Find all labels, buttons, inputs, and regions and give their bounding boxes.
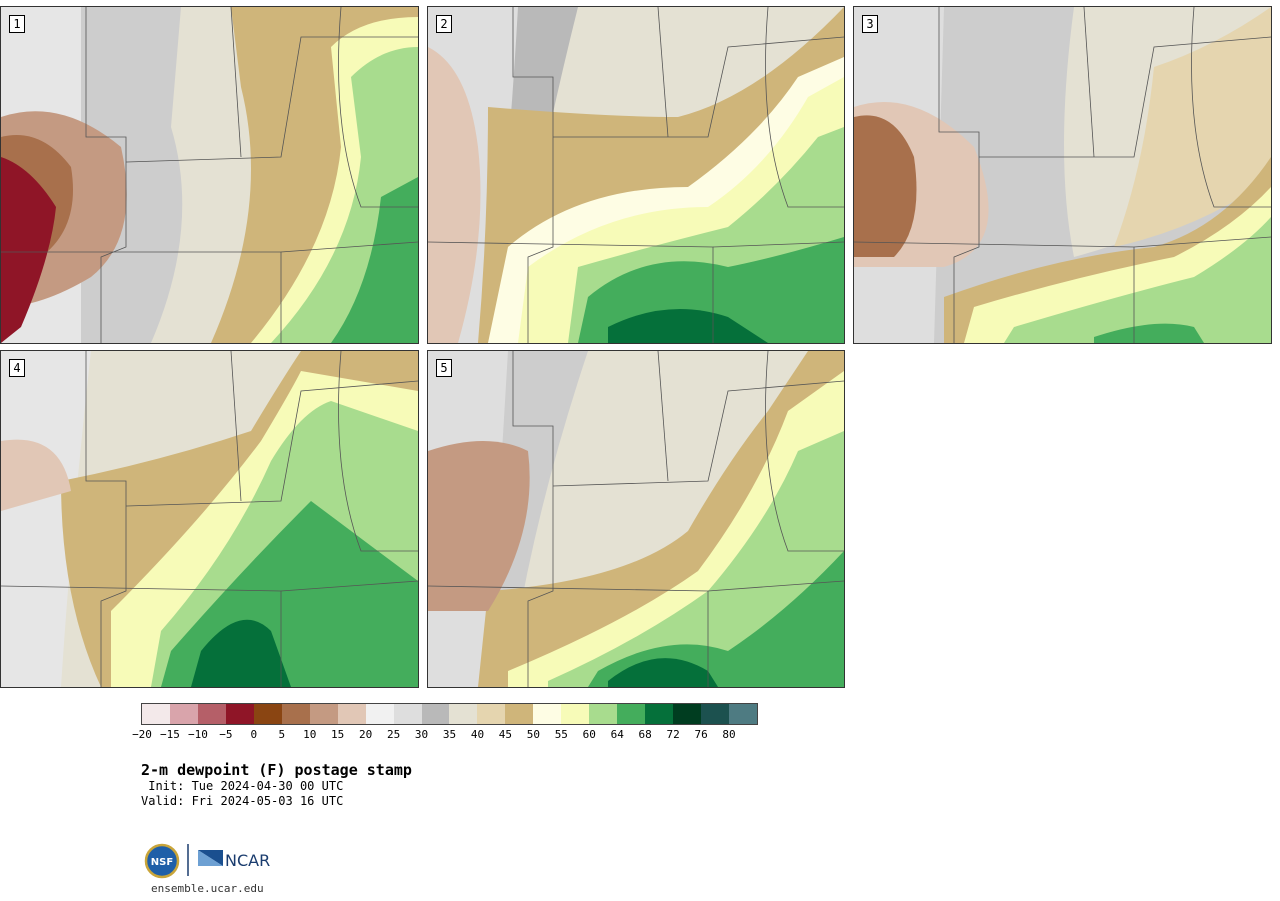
colorbar-tick-label: 76 [694,728,708,741]
dewpoint-colorbar [141,703,758,725]
colorbar-swatch-17 [617,704,646,724]
dewpoint-map-1 [1,7,418,343]
dewpoint-map-3 [854,7,1271,343]
colorbar-tick-label: 50 [526,728,540,741]
colorbar-swatch-9 [393,704,422,724]
nsf-ncar-logo: NSF NCAR [143,842,278,882]
panel-label-3: 3 [862,15,878,33]
colorbar-swatch-21 [729,704,757,724]
colorbar-tick-label: 68 [638,728,652,741]
colorbar-tick-label: −5 [219,728,233,741]
colorbar-tick-label: 35 [442,728,457,741]
member-panel-2[interactable]: 2 [427,6,845,344]
colorbar-tick-label: 45 [498,728,513,741]
colorbar-tick-label: 60 [582,728,596,741]
valid-time: Valid: Fri 2024-05-03 16 UTC [141,794,344,808]
colorbar-tick-label: 64 [610,728,624,741]
panel-label-1: 1 [9,15,25,33]
colorbar-swatch-8 [365,704,394,724]
colorbar-tick-label: −10 [187,728,208,741]
colorbar-tick-label: 5 [278,728,286,741]
colorbar-tick-label: 80 [722,728,736,741]
nsf-seal-text: NSF [151,857,173,868]
colorbar-ticks: −20 −15 −10 −5 0 5 10 15 20 25 30 35 40 45 50 55 60 64 68 7… [0,728,900,742]
colorbar-tick-label: 25 [386,728,401,741]
colorbar-tick-label: 20 [359,728,373,741]
dewpoint-map-5 [428,351,844,687]
colorbar-swatch-16 [589,704,618,724]
colorbar-swatch-3 [225,704,254,724]
colorbar-tick-label: 40 [470,728,485,741]
panel-label-2: 2 [436,15,452,33]
member-panel-1[interactable]: 1 [0,6,419,344]
member-panel-3[interactable]: 3 [853,6,1272,344]
colorbar-swatch-2 [197,704,226,724]
colorbar-swatch-1 [169,704,198,724]
colorbar-swatch-19 [673,704,702,724]
colorbar-tick-label: 10 [303,728,317,741]
colorbar-swatch-18 [645,704,674,724]
colorbar-tick-label: −20 [132,728,152,741]
colorbar-tick-label: 30 [414,728,429,741]
colorbar-tick-label: 0 [250,728,258,741]
dewpoint-map-4 [1,351,418,687]
colorbar-swatch-12 [477,704,506,724]
logo-graphic: NSF NCAR [144,843,270,879]
colorbar-tick-label: 15 [331,728,345,741]
colorbar-swatch-14 [533,704,562,724]
member-panel-4[interactable]: 4 [0,350,419,688]
colorbar-swatch-4 [253,704,282,724]
colorbar-swatch-6 [309,704,338,724]
colorbar-tick-label: 55 [554,728,568,741]
panel-label-4: 4 [9,359,25,377]
colorbar-swatch-13 [505,704,534,724]
colorbar-swatch-0 [142,704,170,724]
colorbar-swatch-15 [561,704,590,724]
figure-title: 2-m dewpoint (F) postage stamp [141,761,412,779]
panel-label-5: 5 [436,359,452,377]
colorbar-swatch-5 [281,704,310,724]
colorbar-swatch-10 [421,704,450,724]
colorbar-tick-label: 72 [666,728,680,741]
colorbar-swatch-7 [337,704,366,724]
dewpoint-map-2 [428,7,844,343]
colorbar-swatch-11 [449,704,478,724]
init-time: Init: Tue 2024-04-30 00 UTC [141,779,344,793]
colorbar-swatch-20 [701,704,730,724]
ncar-wordmark: NCAR [225,851,270,870]
member-panel-5[interactable]: 5 [427,350,845,688]
colorbar-tick-label: −15 [160,728,180,741]
site-url: ensemble.ucar.edu [151,882,264,895]
